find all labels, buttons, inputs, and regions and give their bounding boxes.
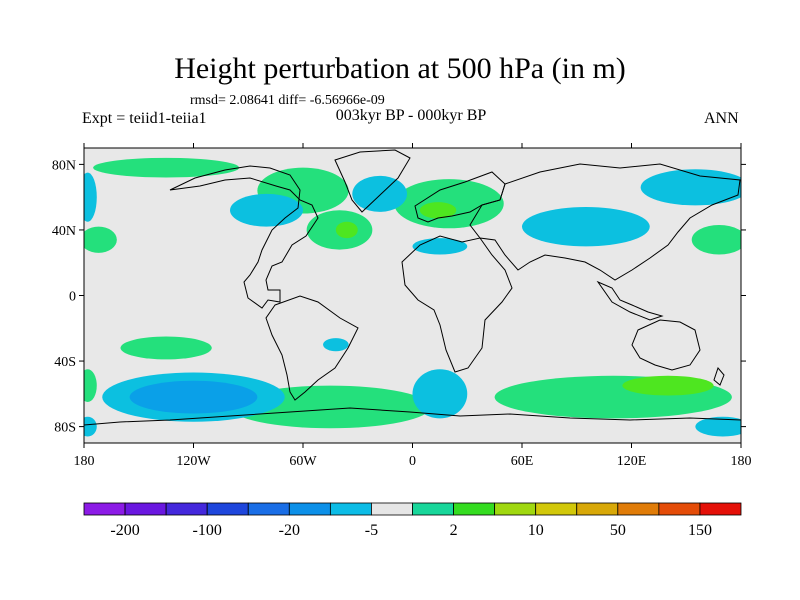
anomaly-region	[84, 369, 97, 403]
coastline-africa	[401, 235, 513, 373]
anomaly-region	[129, 380, 258, 414]
anomaly-region	[691, 225, 741, 255]
anomaly-region	[84, 172, 97, 222]
map-panel	[83, 147, 742, 444]
coastline-southeast-asia	[596, 280, 664, 321]
coastline-greenland	[334, 149, 411, 213]
anomaly-region	[412, 369, 468, 419]
stats-line: rmsd= 2.08641 diff= -6.56966e-09	[190, 93, 385, 108]
colorbar-swatch	[453, 502, 496, 516]
anomaly-region	[622, 375, 714, 396]
colorbar-label: 50	[610, 522, 626, 539]
colorbar-swatch	[165, 502, 208, 516]
colorbar-swatch	[617, 502, 660, 516]
y-tick-label: 80N	[52, 158, 76, 173]
colorbar-label: 150	[688, 522, 712, 539]
y-tick-label: 80S	[54, 421, 76, 436]
anomaly-region	[120, 336, 212, 360]
anomaly-layer	[84, 157, 741, 437]
anomaly-region	[352, 175, 408, 212]
anomaly-region	[323, 338, 349, 352]
anomaly-region	[640, 169, 741, 206]
anomaly-region	[93, 157, 240, 178]
coastline-south-america	[265, 295, 359, 401]
coastline-new-zealand	[713, 367, 725, 386]
x-tick-label: 120W	[176, 454, 211, 469]
experiment-label: Expt = teiid1-teiia1	[82, 110, 207, 127]
colorbar-swatch	[494, 502, 537, 516]
colorbar-swatch	[535, 502, 578, 516]
season-label: ANN	[704, 110, 739, 127]
anomaly-region	[522, 207, 650, 247]
colorbar-label: 2	[450, 522, 458, 539]
colorbar-swatch	[206, 502, 249, 516]
colorbar-label: 10	[528, 522, 544, 539]
colorbar-label: -200	[110, 522, 139, 539]
coastline-asia	[469, 163, 741, 281]
colorbar-swatch	[83, 502, 126, 516]
y-tick-label: 0	[69, 290, 76, 305]
colorbar-swatch	[288, 502, 331, 516]
colorbar-swatch	[329, 502, 372, 516]
anomaly-region	[84, 416, 97, 437]
coastline-layer	[84, 149, 741, 426]
y-tick-label: 40S	[54, 355, 76, 370]
x-tick-label: 180	[74, 454, 95, 469]
anomaly-region	[84, 226, 117, 253]
plot-title: Height perturbation at 500 hPa (in m)	[174, 52, 626, 85]
coastline-antarctica	[84, 407, 741, 426]
anomaly-region	[335, 221, 358, 239]
x-tick-label: 60E	[511, 454, 534, 469]
colorbar-swatch	[576, 502, 619, 516]
colorbar-label: -20	[279, 522, 300, 539]
colorbar: -200 -100 -20 -5 2 10 50 150	[83, 502, 742, 539]
map-axes: 180 120W 60W 0 60E 120E 180 80N 40N 0 40S 80S	[52, 143, 752, 469]
coastline-australia	[631, 319, 701, 371]
anomaly-region	[230, 193, 303, 227]
colorbar-label: -5	[365, 522, 378, 539]
colorbar-swatch	[699, 502, 742, 516]
plot-subtitle: 003kyr BP - 000kyr BP	[335, 107, 487, 124]
colorbar-swatch	[658, 502, 701, 516]
y-tick-label: 40N	[52, 224, 76, 239]
colorbar-swatch	[247, 502, 290, 516]
colorbar-swatch	[124, 502, 167, 516]
x-tick-label: 120E	[617, 454, 647, 469]
x-tick-label: 60W	[289, 454, 317, 469]
x-tick-label: 0	[409, 454, 416, 469]
x-tick-label: 180	[731, 454, 752, 469]
coastline-north-america	[169, 165, 319, 309]
colorbar-swatch	[371, 502, 413, 516]
anomaly-region	[419, 202, 457, 219]
colorbar-label: -100	[193, 522, 222, 539]
anomaly-region	[695, 416, 741, 437]
anomaly-region	[412, 238, 468, 255]
colorbar-swatch	[412, 502, 454, 516]
